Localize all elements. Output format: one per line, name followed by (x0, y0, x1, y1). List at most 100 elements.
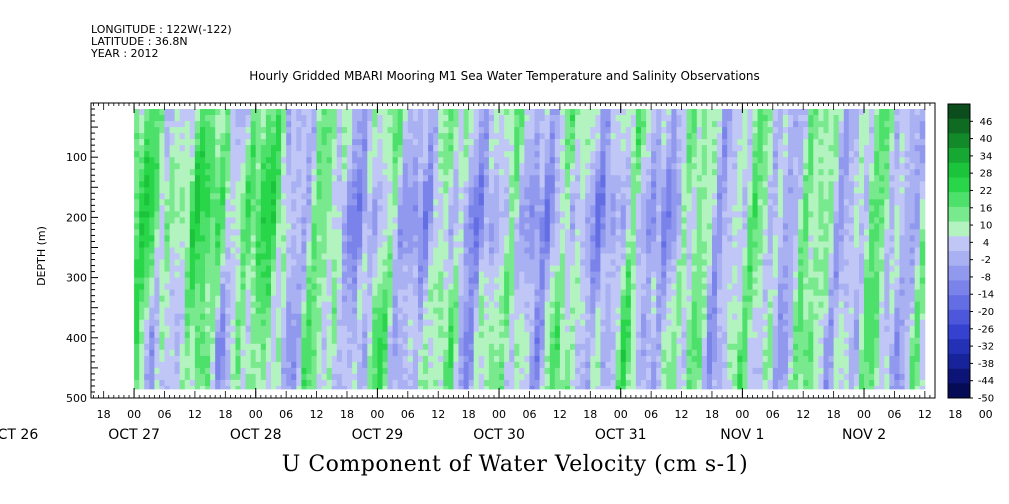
heatmap-cell (418, 211, 424, 218)
heatmap-cell (397, 121, 404, 128)
heatmap-cell (423, 109, 429, 116)
heatmap-cell (240, 289, 246, 296)
heatmap-cell (382, 145, 388, 152)
heatmap-cell (225, 175, 231, 182)
heatmap-cell (595, 277, 601, 284)
heatmap-cell (448, 319, 454, 327)
heatmap-cell (387, 181, 393, 188)
heatmap-cell (463, 133, 470, 140)
heatmap-cell (635, 121, 642, 128)
heatmap-cell (372, 361, 378, 369)
heatmap-cell (671, 127, 677, 134)
heatmap-cell (200, 181, 206, 188)
heatmap-cell (179, 319, 186, 327)
heatmap-cell (544, 259, 551, 266)
heatmap-cell (534, 331, 540, 339)
heatmap-cell (453, 241, 459, 248)
heatmap-cell (407, 349, 414, 357)
heatmap-cell (200, 265, 206, 272)
heatmap-cell (514, 247, 520, 254)
heatmap-cell (377, 133, 383, 140)
heatmap-cell (539, 241, 546, 248)
heatmap-cell (575, 265, 581, 272)
heatmap-cell (585, 193, 591, 200)
heatmap-cell (245, 373, 252, 381)
heatmap-cell (372, 307, 378, 315)
heatmap-cell (200, 259, 206, 266)
heatmap-cell (620, 109, 627, 116)
heatmap-cell (235, 277, 241, 284)
heatmap-cell (453, 217, 459, 224)
heatmap-cell (397, 247, 404, 254)
heatmap-cell (433, 265, 439, 272)
heatmap-cell (357, 337, 363, 345)
heatmap-cell (488, 349, 495, 357)
heatmap-cell (321, 295, 328, 303)
heatmap-cell (514, 121, 520, 128)
heatmap-cell (559, 301, 566, 309)
heatmap-cell (311, 259, 317, 266)
heatmap-cell (488, 109, 495, 116)
heatmap-cell (402, 109, 409, 116)
heatmap-cell (139, 301, 145, 309)
heatmap-cell (615, 151, 622, 158)
heatmap-cell (423, 265, 429, 272)
heatmap-cell (347, 379, 353, 387)
heatmap-cell (265, 193, 272, 200)
heatmap-cell (575, 386, 581, 390)
heatmap-cell (407, 193, 414, 200)
heatmap-cell (651, 349, 657, 357)
heatmap-cell (387, 235, 393, 242)
heatmap-cell (311, 139, 317, 146)
heatmap-cell (357, 295, 363, 303)
heatmap-cell (341, 127, 348, 134)
heatmap-cell (615, 319, 622, 327)
heatmap-cell (174, 271, 181, 278)
heatmap-cell (220, 367, 226, 375)
heatmap-cell (154, 343, 160, 351)
heatmap-cell (139, 157, 145, 164)
heatmap-cell (499, 229, 505, 236)
heatmap-cell (230, 205, 236, 212)
heatmap-cell (215, 259, 221, 266)
heatmap-cell (144, 253, 150, 260)
heatmap-cell (488, 386, 495, 390)
heatmap-cell (575, 163, 581, 170)
heatmap-cell (600, 277, 606, 284)
heatmap-cell (154, 157, 160, 164)
heatmap-cell (154, 337, 160, 345)
heatmap-cell (357, 355, 363, 363)
heatmap-cell (205, 193, 211, 200)
heatmap-cell (372, 386, 378, 390)
heatmap-cell (625, 229, 632, 236)
heatmap-cell (590, 187, 596, 194)
heatmap-cell (210, 163, 216, 170)
heatmap-cell (174, 157, 181, 164)
heatmap-cell (352, 169, 358, 176)
heatmap-cell (230, 349, 236, 357)
heatmap-cell (468, 235, 475, 242)
heatmap-cell (326, 169, 333, 176)
heatmap-cell (326, 301, 333, 309)
heatmap-cell (595, 307, 601, 315)
heatmap-cell (271, 187, 277, 194)
heatmap-cell (392, 331, 399, 339)
heatmap-cell (610, 295, 617, 303)
heatmap-cell (656, 343, 662, 351)
heatmap-cell (539, 229, 546, 236)
heatmap-cell (570, 217, 576, 224)
heatmap-cell (478, 331, 485, 339)
heatmap-cell (149, 157, 155, 164)
heatmap-cell (539, 283, 546, 290)
heatmap-cell (554, 295, 561, 303)
heatmap-cell (271, 386, 277, 390)
heatmap-cell (271, 157, 277, 164)
heatmap-cell (250, 163, 257, 170)
heatmap-cell (301, 313, 307, 321)
heatmap-cell (600, 139, 606, 146)
heatmap-cell (443, 109, 449, 116)
heatmap-cell (423, 151, 429, 158)
heatmap-cell (600, 205, 606, 212)
heatmap-cell (326, 145, 333, 152)
heatmap-cell (600, 115, 606, 122)
